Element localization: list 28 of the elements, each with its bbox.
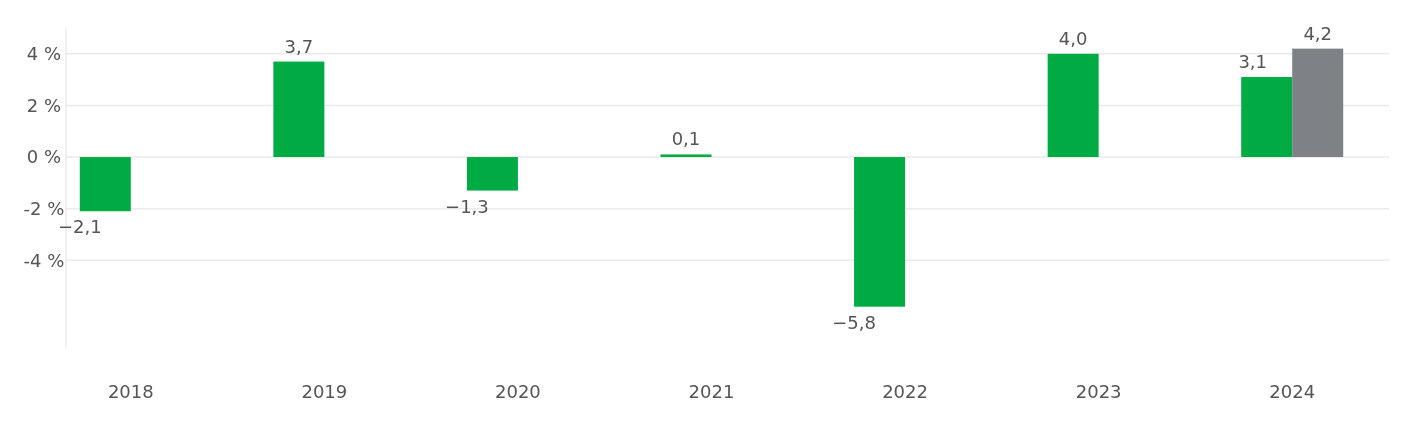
bar — [1241, 77, 1293, 158]
data-label: 4,2 — [1303, 22, 1333, 44]
data-label: −5,8 — [832, 311, 876, 333]
bar — [854, 157, 906, 307]
bar — [660, 154, 712, 158]
bar — [79, 157, 131, 212]
x-tick-label: 2018 — [107, 381, 154, 402]
bar — [1292, 48, 1344, 158]
bar — [273, 61, 325, 158]
data-label: 4,0 — [1058, 27, 1088, 49]
y-tick-label: -4 % — [23, 249, 65, 271]
x-tick-label: 2019 — [301, 381, 348, 402]
x-tick-label: 2021 — [688, 381, 735, 402]
bar — [466, 157, 518, 191]
y-tick-label: -2 % — [23, 197, 65, 219]
data-label: −2,1 — [57, 216, 102, 238]
y-tick-label: 4 % — [26, 43, 62, 65]
bar — [1047, 53, 1099, 158]
data-label: −1,3 — [445, 195, 489, 217]
y-tick-label: 2 % — [26, 94, 62, 116]
x-tick-label: 2024 — [1269, 381, 1316, 402]
x-tick-label: 2023 — [1075, 381, 1122, 402]
data-label: 3,1 — [1238, 51, 1268, 73]
y-tick-label: 0 % — [26, 146, 62, 168]
data-label: 3,7 — [284, 35, 314, 57]
x-tick-label: 2022 — [882, 381, 928, 402]
x-tick-label: 2020 — [495, 381, 541, 402]
data-label: 0,1 — [671, 128, 701, 150]
